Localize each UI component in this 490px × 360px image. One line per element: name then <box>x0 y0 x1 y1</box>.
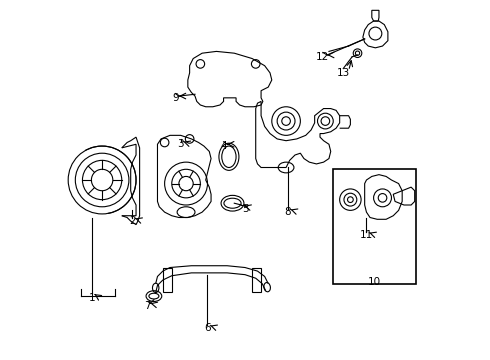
Text: 8: 8 <box>285 207 291 217</box>
Text: 13: 13 <box>337 68 350 78</box>
Text: 3: 3 <box>177 139 184 149</box>
Text: 12: 12 <box>316 52 329 62</box>
Bar <box>333 169 416 284</box>
Text: 2: 2 <box>129 216 136 226</box>
Bar <box>163 267 172 292</box>
Text: 1: 1 <box>89 293 96 303</box>
Text: 11: 11 <box>360 230 373 240</box>
Text: 6: 6 <box>204 323 211 333</box>
Text: 4: 4 <box>220 141 227 151</box>
Text: 7: 7 <box>145 301 151 311</box>
Bar <box>252 267 261 292</box>
Text: 9: 9 <box>172 93 179 103</box>
Text: 5: 5 <box>242 204 248 214</box>
Text: 10: 10 <box>368 277 381 287</box>
